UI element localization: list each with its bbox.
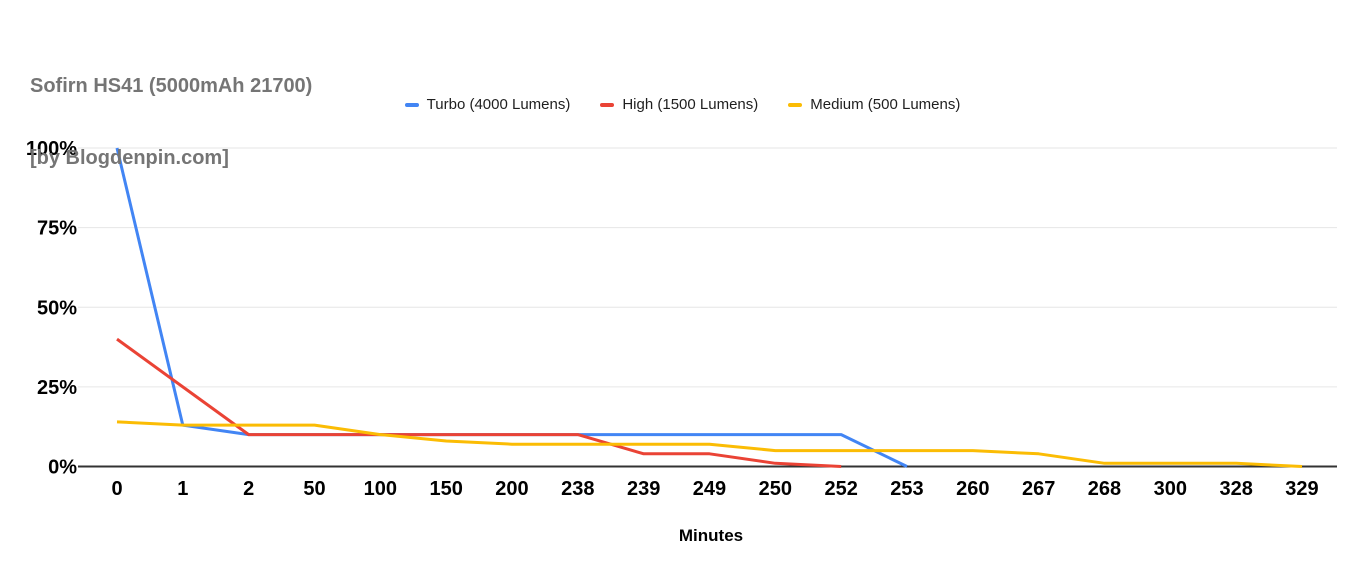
legend-item-label: Turbo (4000 Lumens) — [426, 96, 571, 113]
legend-marker-icon — [788, 102, 803, 107]
x-axis-label: 238 — [561, 478, 594, 500]
x-axis-label: 252 — [824, 478, 857, 500]
y-axis-label: 0% — [48, 457, 77, 479]
legend-item-1: Turbo (4000 Lumens) — [404, 96, 571, 113]
legend-item-label: Medium (500 Lumens) — [810, 96, 961, 113]
chart-subtitle: [by Blogdenpin.com] — [30, 147, 229, 169]
series-line-2 — [116, 337, 842, 468]
y-axis-label: 25% — [37, 377, 77, 399]
series-lines — [115, 147, 1303, 468]
y-axis-label: 50% — [37, 297, 77, 319]
gridlines — [78, 147, 1337, 468]
chart-title: Sofirn HS41 (5000mAh 21700) — [30, 75, 313, 97]
x-axis-label: 150 — [429, 478, 462, 500]
x-axis-label: 239 — [627, 478, 660, 500]
x-axis-label: 249 — [693, 478, 726, 500]
legend-item-3: Medium (500 Lumens) — [788, 97, 960, 112]
x-axis-labels: 0 1 2 50 100 150 200 238 239 249 250 252 253 260 267 26… — [111, 478, 1318, 500]
x-axis-label: 1 — [177, 478, 188, 500]
x-axis-label: 329 — [1285, 478, 1318, 500]
x-axis-label: 0 — [111, 478, 122, 500]
x-axis-label: 267 — [1022, 478, 1055, 500]
x-axis-label: 2 — [243, 478, 254, 500]
x-axis-label: 253 — [890, 478, 923, 500]
x-axis-label: 100 — [364, 478, 397, 500]
y-axis-labels: 0% 25% 50% 75% 100% — [26, 138, 77, 479]
legend-marker-icon — [404, 102, 419, 107]
legend-marker-icon — [600, 102, 615, 107]
chart-title-block: Sofirn HS41 (5000mAh 21700) [by Blogdenp… — [30, 26, 312, 218]
x-axis-label: 300 — [1154, 478, 1187, 500]
legend-item-label: High (1500 Lumens) — [622, 96, 759, 113]
x-axis-label: 268 — [1088, 478, 1121, 500]
x-axis-label: 250 — [759, 478, 792, 500]
legend: Turbo (4000 Lumens) High (1500 Lumens) Med… — [0, 97, 1365, 112]
y-axis-label: 75% — [37, 218, 77, 240]
x-axis-label: 260 — [956, 478, 989, 500]
x-axis-label: 328 — [1219, 478, 1252, 500]
x-axis-title: Minutes — [679, 526, 743, 545]
legend-item-2: High (1500 Lumens) — [600, 97, 758, 112]
y-axis-label: 100% — [26, 138, 77, 160]
series-line-3 — [116, 420, 1303, 468]
x-axis-label: 200 — [495, 478, 528, 500]
x-axis-label: 50 — [303, 478, 325, 500]
